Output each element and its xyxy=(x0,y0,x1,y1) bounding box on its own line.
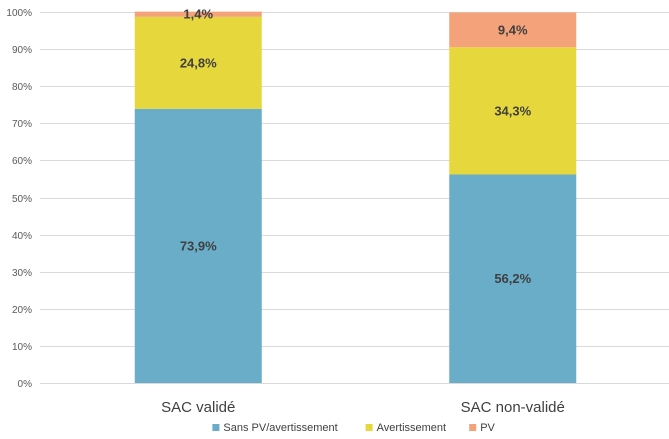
bar-segment xyxy=(134,108,262,384)
y-tick-label: 70% xyxy=(12,119,32,130)
bar-segment xyxy=(449,174,577,383)
data-label: 1,4% xyxy=(183,7,213,22)
data-label: 73,9% xyxy=(180,238,217,253)
y-tick-label: 40% xyxy=(12,231,32,242)
bar-segment xyxy=(134,16,262,109)
legend-label: Avertissement xyxy=(377,422,447,434)
x-category-label: SAC validé xyxy=(161,399,235,416)
bar-segment xyxy=(449,12,577,48)
bar-segment xyxy=(134,11,262,17)
legend-swatch xyxy=(469,424,477,431)
y-tick-label: 20% xyxy=(12,305,32,316)
data-label: 56,2% xyxy=(494,271,531,286)
data-label: 9,4% xyxy=(498,22,528,37)
legend-swatch xyxy=(212,424,220,431)
legend-label: PV xyxy=(480,422,495,434)
y-tick-label: 50% xyxy=(12,194,32,205)
data-label: 24,8% xyxy=(180,55,217,70)
legend-label: Sans PV/avertissement xyxy=(223,422,337,434)
y-tick-label: 60% xyxy=(12,156,32,167)
y-tick-label: 100% xyxy=(6,8,32,19)
legend-swatch xyxy=(365,424,373,431)
y-tick-label: 10% xyxy=(12,342,32,353)
y-tick-label: 0% xyxy=(18,379,33,390)
x-category-label: SAC non-validé xyxy=(461,399,565,416)
y-tick-label: 30% xyxy=(12,268,32,279)
y-tick-label: 80% xyxy=(12,82,32,93)
data-label: 34,3% xyxy=(494,103,531,118)
bar-segment xyxy=(449,47,577,175)
y-tick-label: 90% xyxy=(12,45,32,56)
